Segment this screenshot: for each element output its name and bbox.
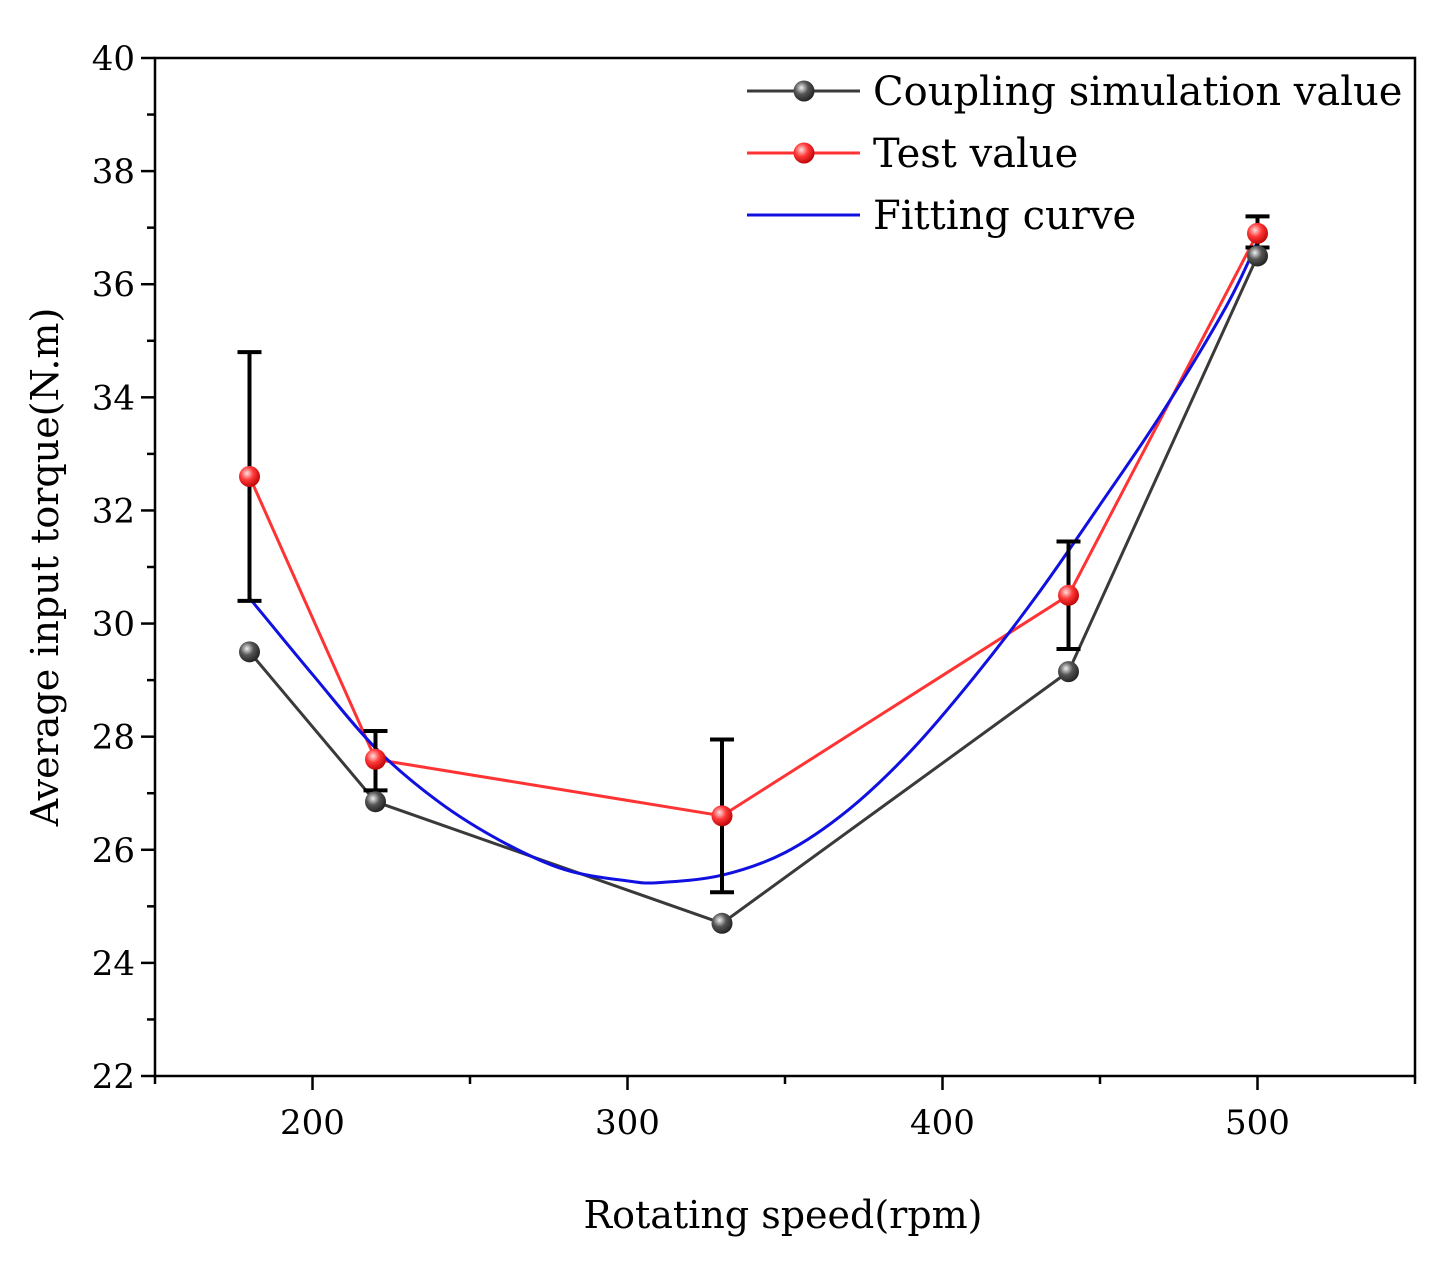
plot-area-frame — [153, 56, 1417, 1078]
x-tick-label: 400 — [910, 1103, 975, 1143]
data-point — [1058, 584, 1079, 606]
y-tick-label: 30 — [92, 605, 135, 645]
series-3 — [248, 241, 1259, 885]
data-point — [239, 466, 260, 488]
axis-tick-labels: 22 24 26 28 30 32 34 36 38 40 200 300 400 500 — [92, 39, 1290, 1143]
y-tick-label: 34 — [92, 378, 135, 418]
legend-item: Coupling simulation value — [747, 69, 1402, 115]
legend-label: Coupling simulation value — [873, 69, 1402, 115]
legend-item: Fitting curve — [747, 193, 1136, 239]
data-point — [1247, 222, 1268, 244]
series-line — [248, 232, 1259, 818]
legend-marker — [793, 80, 815, 102]
legend: Coupling simulation value Test value Fitti… — [747, 69, 1402, 239]
data-point — [365, 748, 386, 770]
y-tick-label: 26 — [92, 831, 135, 871]
series-line — [248, 241, 1259, 885]
legend-label: Fitting curve — [873, 193, 1136, 239]
legend-label: Test value — [873, 131, 1078, 177]
y-tick-label: 22 — [92, 1057, 135, 1097]
x-tick-label: 500 — [1225, 1103, 1290, 1143]
y-tick-label: 28 — [92, 718, 135, 758]
y-axis-title: Average input torque(N.m) — [23, 308, 67, 828]
data-point — [365, 791, 386, 813]
series-line — [248, 255, 1259, 925]
axis-ticks — [141, 56, 1417, 1090]
x-axis-title: Rotating speed(rpm) — [583, 1193, 982, 1237]
data-point — [711, 805, 733, 827]
markers-1 — [239, 245, 1268, 934]
data-point — [1058, 661, 1079, 683]
data-point — [239, 641, 260, 663]
data-point — [711, 912, 733, 934]
x-tick-label: 300 — [595, 1103, 660, 1143]
y-tick-label: 32 — [92, 491, 135, 531]
series-2 — [248, 232, 1259, 818]
x-tick-label: 200 — [280, 1103, 345, 1143]
y-tick-label: 36 — [92, 265, 135, 305]
y-tick-label: 40 — [92, 39, 135, 79]
series-layer — [237, 214, 1270, 934]
legend-item: Test value — [747, 131, 1078, 177]
data-point — [1247, 245, 1268, 267]
series-1 — [248, 255, 1259, 925]
y-tick-label: 24 — [92, 944, 135, 984]
error-bars-2 — [237, 214, 1270, 895]
y-tick-label: 38 — [92, 152, 135, 192]
legend-marker — [793, 142, 815, 164]
markers-2 — [239, 222, 1268, 827]
